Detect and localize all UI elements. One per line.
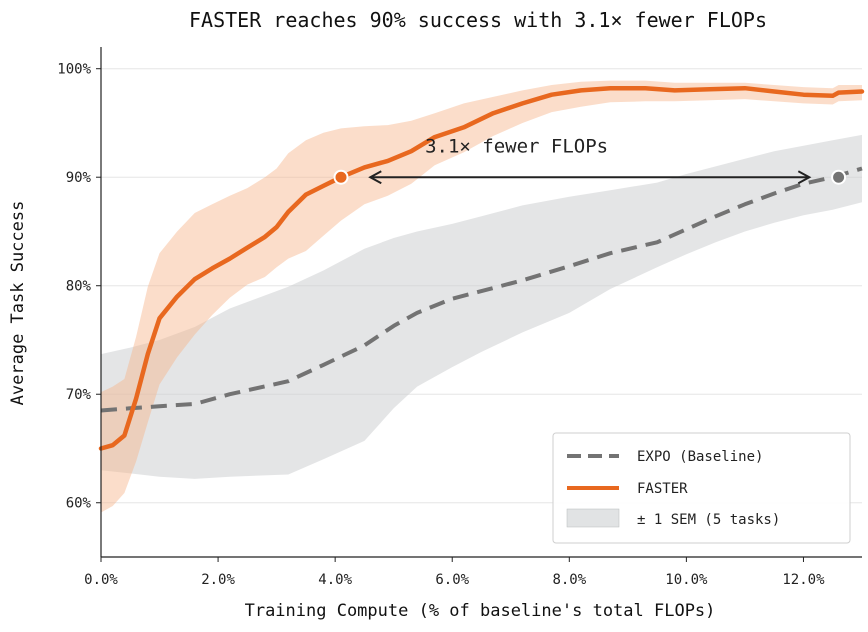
chart-title: FASTER reaches 90% success with 3.1× few…	[189, 8, 767, 32]
x-tick-label-6: 12.0%	[782, 572, 825, 588]
y-tick-label-3: 90%	[66, 170, 92, 186]
legend-label-expo: EXPO (Baseline)	[637, 449, 763, 465]
legend-swatch-sem	[566, 508, 620, 528]
arrow-head-right	[797, 170, 812, 185]
y-axis-label: Average Task Success	[8, 201, 28, 406]
axes	[100, 47, 862, 558]
sem-band-1	[101, 80, 862, 513]
y-tick-label-0: 60%	[66, 496, 92, 512]
legend-label-faster: FASTER	[637, 481, 688, 497]
ticks: 60% 70% 80% 90% 100% 0.0% 2.0% 4.0% 6.0% 8.0% 10.0…	[57, 62, 825, 588]
series-line-0	[100, 166, 863, 413]
marker-0	[333, 169, 349, 185]
y-tick-label-4: 100%	[57, 62, 91, 78]
x-tick-label-4: 8.0%	[552, 572, 586, 588]
legend: EXPO (Baseline) FASTER ± 1 SEM (5 tasks)	[552, 432, 851, 544]
arrow-head-left	[368, 170, 382, 185]
legend-label-sem: ± 1 SEM (5 tasks)	[637, 512, 780, 528]
x-tick-label-2: 4.0%	[318, 572, 352, 588]
sem-bands	[101, 80, 862, 513]
x-tick-label-3: 6.0%	[435, 572, 469, 588]
markers	[333, 169, 847, 185]
x-tick-label-5: 10.0%	[665, 572, 708, 588]
y-tick-label-2: 80%	[66, 279, 92, 295]
annotation-text: 3.1× fewer FLOPs	[425, 135, 608, 157]
marker-1	[831, 169, 847, 185]
legend-frame	[552, 432, 851, 544]
annotation: 3.1× fewer FLOPs	[368, 135, 812, 185]
x-tick-label-0: 0.0%	[84, 572, 118, 588]
series-lines	[98, 85, 865, 451]
x-axis-label: Training Compute (% of baseline's total …	[245, 601, 716, 621]
series-line-1	[98, 85, 865, 451]
y-tick-label-1: 70%	[66, 387, 92, 403]
x-tick-label-1: 2.0%	[201, 572, 235, 588]
sem-band-0	[101, 134, 862, 479]
